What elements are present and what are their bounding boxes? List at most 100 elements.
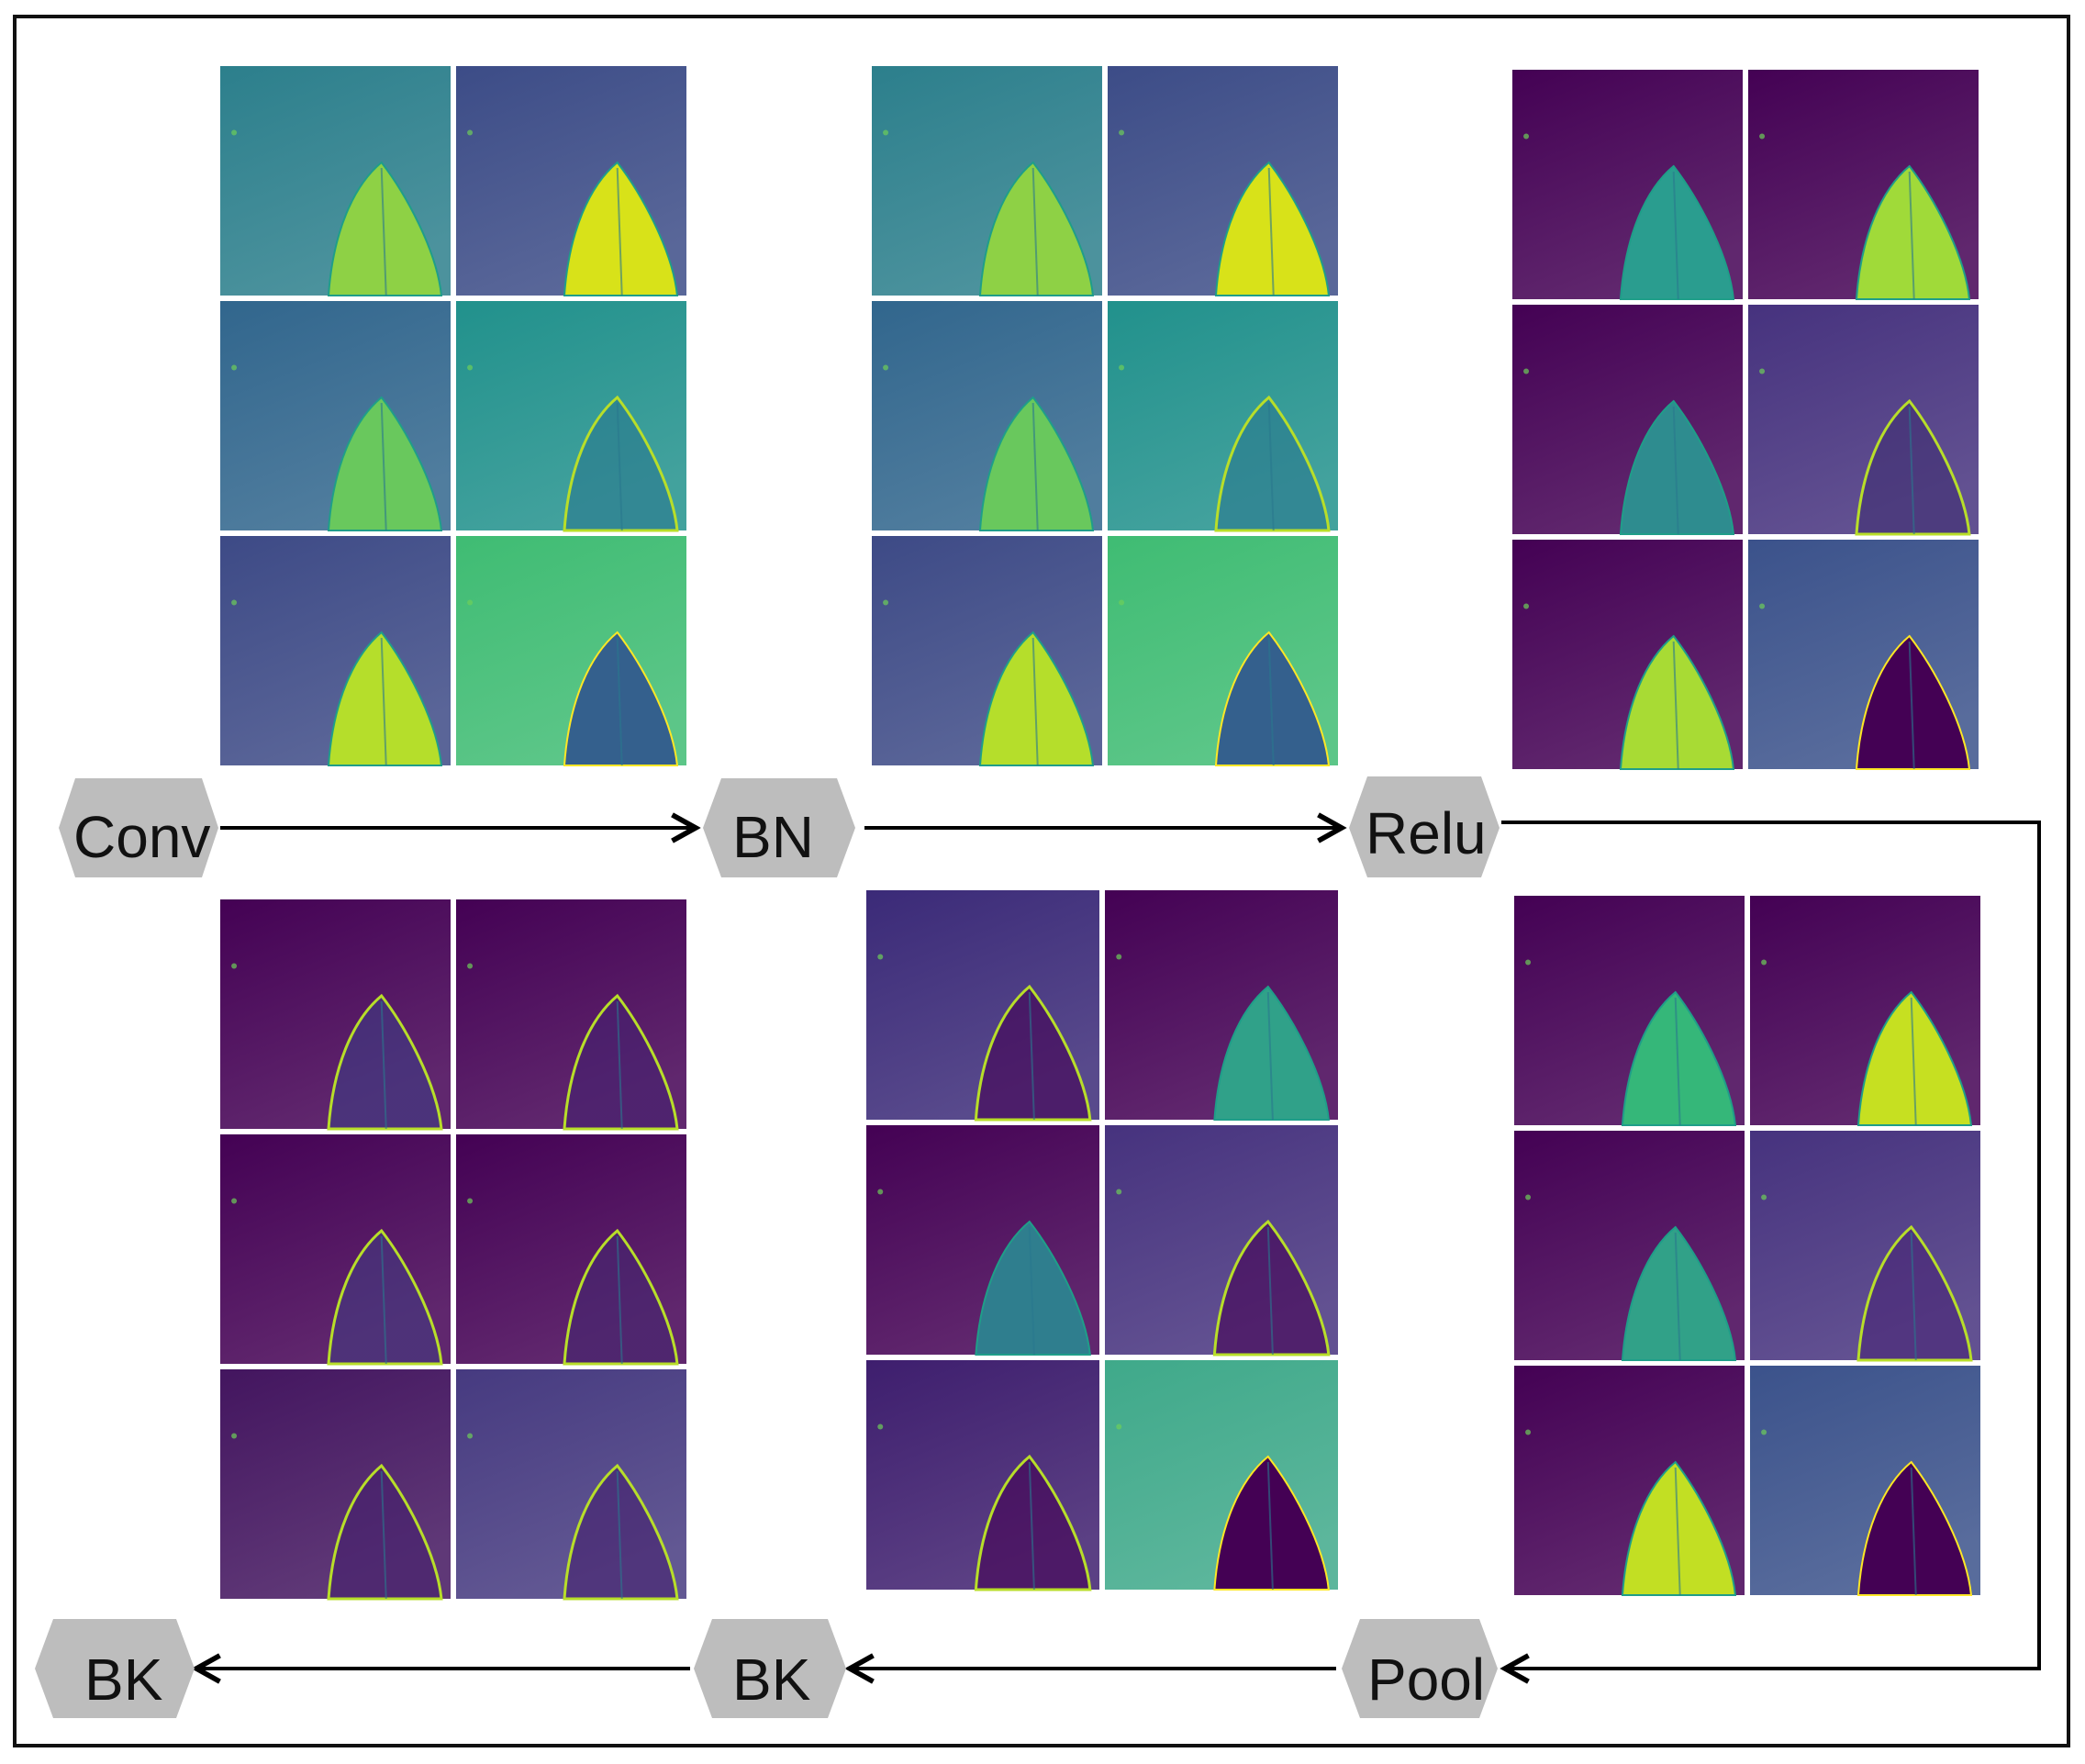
leaf-midrib bbox=[1267, 402, 1275, 531]
leaf-shape bbox=[563, 631, 679, 766]
speck-mark bbox=[231, 364, 238, 371]
leaf-shape bbox=[1855, 634, 1971, 770]
panel-relu bbox=[1512, 70, 1979, 770]
feature-map-relu-6 bbox=[1748, 540, 1979, 770]
node-relu-shape bbox=[1349, 776, 1500, 877]
leaf-midrib bbox=[1908, 406, 1915, 535]
leaf-midrib bbox=[380, 1235, 387, 1365]
leaf-midrib bbox=[1908, 171, 1915, 300]
panel-bn bbox=[872, 66, 1338, 766]
leaf-shape bbox=[563, 395, 679, 532]
leaf-shape bbox=[1856, 990, 1973, 1126]
node-pool: Pool bbox=[1342, 1619, 1498, 1718]
leaf-shape bbox=[327, 1463, 443, 1601]
speck-mark bbox=[1761, 1429, 1767, 1435]
speck-mark bbox=[1119, 364, 1125, 371]
leaf-midrib bbox=[1267, 637, 1275, 766]
leaf-midrib bbox=[380, 402, 387, 531]
leaf-shape bbox=[1213, 985, 1330, 1121]
speck-mark bbox=[877, 1189, 884, 1195]
speck-mark bbox=[883, 599, 889, 606]
node-relu-label: Relu bbox=[1366, 800, 1487, 866]
speck-mark bbox=[883, 129, 889, 136]
feature-map-bk2-3 bbox=[866, 1125, 1099, 1356]
speck-mark bbox=[1116, 1189, 1122, 1195]
node-relu: Relu bbox=[1349, 776, 1500, 877]
leaf-shape bbox=[1619, 634, 1735, 770]
leaf-shape bbox=[327, 396, 443, 531]
speck-mark bbox=[467, 963, 474, 969]
leaf-shape bbox=[974, 1454, 1092, 1591]
node-conv: Conv bbox=[59, 778, 218, 877]
speck-mark bbox=[1759, 603, 1766, 609]
speck-mark bbox=[1525, 1429, 1532, 1435]
node-bk1-label: BK bbox=[84, 1647, 162, 1713]
leaf-midrib bbox=[1028, 991, 1035, 1121]
feature-map-bn-4 bbox=[1108, 301, 1338, 532]
leaf-midrib bbox=[380, 167, 387, 296]
leaf-shape bbox=[978, 396, 1095, 531]
arrow-relu-to-pool bbox=[1501, 821, 2041, 1669]
leaf-midrib bbox=[1266, 1461, 1274, 1591]
feature-map-bn-1 bbox=[872, 66, 1102, 296]
leaf-midrib bbox=[1266, 991, 1274, 1121]
panel-pool bbox=[1514, 896, 1980, 1596]
speck-mark bbox=[1525, 959, 1532, 966]
leaf-midrib bbox=[1672, 641, 1679, 770]
leaf-shape bbox=[1619, 164, 1735, 300]
leaf-midrib bbox=[1674, 1467, 1681, 1596]
feature-map-bk1-3 bbox=[220, 1134, 451, 1366]
leaf-midrib bbox=[1674, 997, 1681, 1126]
feature-map-bn-2 bbox=[1108, 66, 1338, 296]
feature-map-conv-5 bbox=[220, 536, 451, 766]
node-bk2-label: BK bbox=[732, 1647, 810, 1713]
leaf-midrib bbox=[616, 1470, 623, 1600]
feature-map-bk2-1 bbox=[866, 890, 1099, 1122]
feature-map-bk2-4 bbox=[1105, 1125, 1338, 1356]
leaf-shape bbox=[327, 1228, 443, 1366]
speck-mark bbox=[231, 1433, 238, 1439]
feature-map-bn-5 bbox=[872, 536, 1102, 766]
speck-mark bbox=[1119, 599, 1125, 606]
speck-mark bbox=[467, 599, 474, 606]
leaf-shape bbox=[1214, 161, 1331, 296]
leaf-shape bbox=[1855, 398, 1971, 536]
feature-map-conv-6 bbox=[456, 536, 686, 766]
node-bk1-shape bbox=[35, 1619, 195, 1718]
node-bn-label: BN bbox=[732, 804, 814, 870]
panel-bk1 bbox=[220, 899, 686, 1601]
speck-mark bbox=[1523, 368, 1530, 374]
leaf-shape bbox=[563, 993, 679, 1131]
leaf-midrib bbox=[616, 167, 623, 296]
feature-map-bk1-2 bbox=[456, 899, 686, 1131]
feature-map-pool-1 bbox=[1514, 896, 1745, 1126]
feature-map-bk1-5 bbox=[220, 1369, 451, 1601]
feature-map-conv-2 bbox=[456, 66, 686, 296]
leaf-midrib bbox=[380, 637, 387, 766]
leaf-shape bbox=[978, 161, 1095, 296]
feature-map-relu-5 bbox=[1512, 540, 1743, 770]
leaf-midrib bbox=[1910, 1467, 1917, 1596]
leaf-shape bbox=[1856, 1224, 1973, 1362]
leaf-midrib bbox=[1028, 1461, 1035, 1591]
speck-mark bbox=[1119, 129, 1125, 136]
leaf-shape bbox=[563, 1463, 679, 1601]
feature-map-relu-4 bbox=[1748, 305, 1979, 536]
node-bn-shape bbox=[703, 778, 855, 877]
speck-mark bbox=[467, 1198, 474, 1204]
speck-mark bbox=[467, 129, 474, 136]
feature-map-bk2-2 bbox=[1105, 890, 1338, 1121]
leaf-shape bbox=[1214, 631, 1331, 766]
feature-map-bn-6 bbox=[1108, 536, 1338, 766]
speck-mark bbox=[467, 1433, 474, 1439]
leaf-midrib bbox=[1031, 637, 1039, 766]
feature-map-relu-3 bbox=[1512, 305, 1743, 535]
feature-map-bk1-6 bbox=[456, 1369, 686, 1601]
leaf-midrib bbox=[380, 1000, 387, 1130]
leaf-midrib bbox=[1267, 167, 1275, 296]
speck-mark bbox=[877, 954, 884, 960]
leaf-midrib bbox=[1910, 997, 1917, 1126]
leaf-shape bbox=[1213, 1455, 1330, 1591]
feature-map-bn-3 bbox=[872, 301, 1102, 531]
node-conv-shape bbox=[59, 778, 218, 877]
